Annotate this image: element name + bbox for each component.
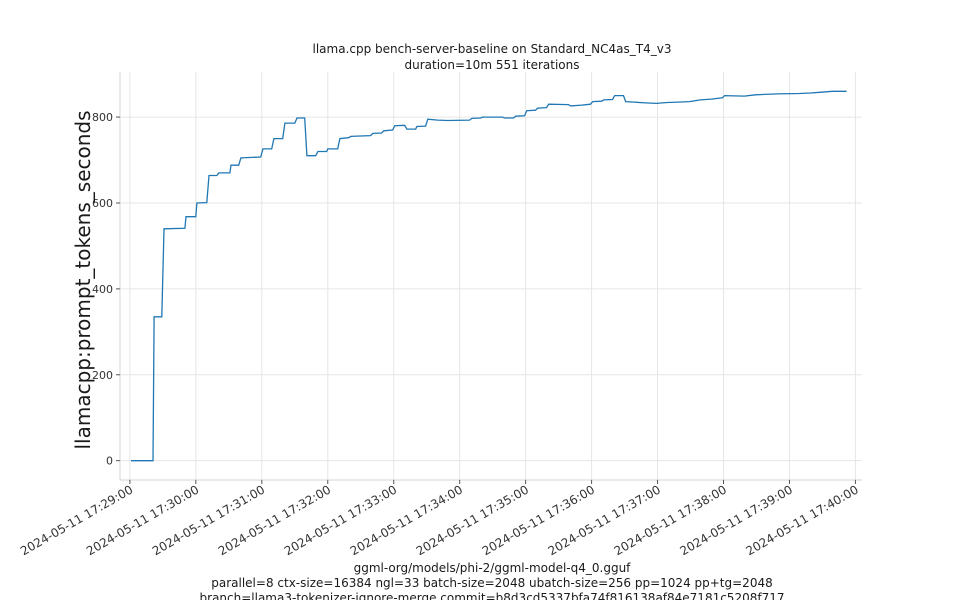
footer-params: parallel=8 ctx-size=16384 ngl=33 batch-s…: [211, 576, 772, 590]
x-tick-label: 2024-05-11 17:35:00: [414, 482, 531, 558]
y-tick-label: 400: [92, 283, 113, 296]
x-tick-label: 2024-05-11 17:36:00: [480, 482, 597, 558]
x-tick-label: 2024-05-11 17:32:00: [216, 482, 333, 558]
x-tick-label: 2024-05-11 17:30:00: [84, 482, 201, 558]
footer-model: ggml-org/models/phi-2/ggml-model-q4_0.gg…: [354, 561, 632, 575]
chart-subtitle: duration=10m 551 iterations: [405, 58, 580, 72]
plot-frame: [119, 72, 862, 481]
chart-title: llama.cpp bench-server-baseline on Stand…: [313, 42, 672, 56]
x-tick-label: 2024-05-11 17:29:00: [18, 482, 135, 558]
x-tick-label: 2024-05-11 17:39:00: [678, 482, 795, 558]
x-tick-label: 2024-05-11 17:31:00: [150, 482, 267, 558]
y-tick-label: 800: [92, 111, 113, 124]
x-tick-label: 2024-05-11 17:37:00: [546, 482, 663, 558]
x-tick-label: 2024-05-11 17:33:00: [282, 482, 399, 558]
x-tick-label: 2024-05-11 17:40:00: [744, 482, 861, 558]
footer-commit: branch=llama3-tokenizer-ignore-merge com…: [200, 591, 785, 600]
prompt-tokens-line: [131, 90, 847, 462]
x-tick-label: 2024-05-11 17:34:00: [348, 482, 465, 558]
y-tick-label: 200: [92, 369, 113, 382]
grid: [120, 72, 862, 480]
y-axis-label: llamacpp:prompt_tokens_seconds: [71, 110, 95, 449]
y-tick-label: 600: [92, 197, 113, 210]
y-tick-label: 0: [106, 455, 113, 468]
x-tick-label: 2024-05-11 17:38:00: [612, 482, 729, 558]
